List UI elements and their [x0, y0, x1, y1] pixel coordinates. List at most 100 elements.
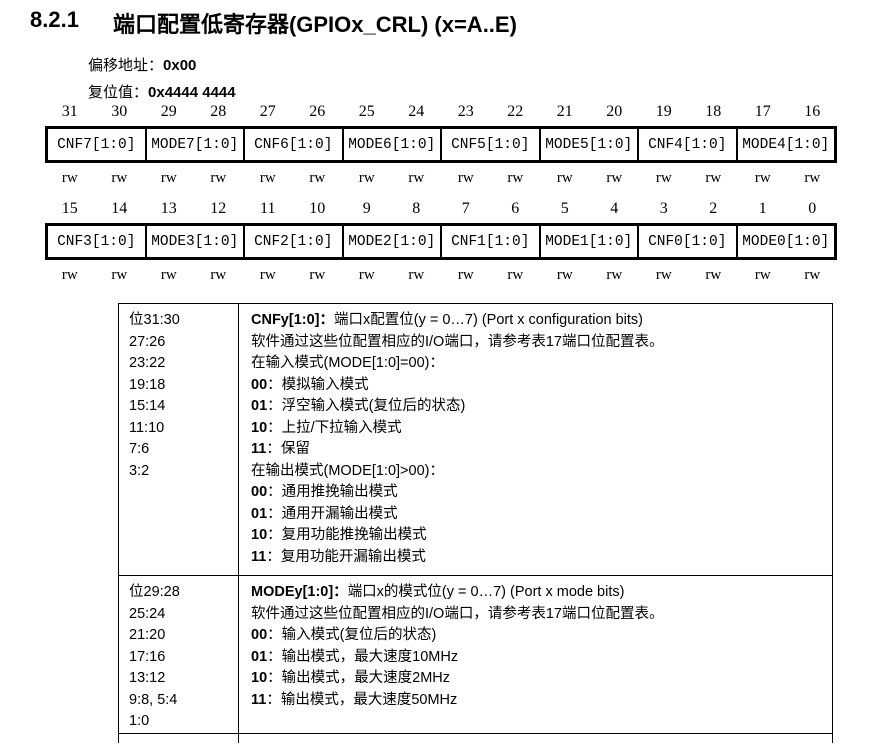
bit-number: 12	[210, 200, 227, 217]
access-label: rw	[804, 170, 821, 186]
access-label: rw	[457, 267, 474, 283]
bit-range-line: 13:12	[129, 670, 166, 686]
field-name: CNFy[1:0]：	[251, 312, 334, 328]
bit-field-cell: CNF0[1:0]	[639, 226, 738, 257]
access-label: rw	[259, 267, 276, 283]
access-label: rw	[606, 170, 623, 186]
field-title-line: MODEy[1:0]：端口x的模式位(y = 0…7) (Port x mode…	[251, 582, 822, 604]
access-label: rw	[111, 267, 128, 283]
bit-description-table: 位31:30 27:26 23:22 19:18 15:14 11:10 7:6…	[118, 303, 833, 743]
bit-number: 25	[358, 103, 375, 120]
bit-number: 4	[610, 200, 619, 217]
bit-number: 11	[260, 200, 276, 217]
bit-number: 13	[160, 200, 177, 217]
description-line: 11：保留	[251, 441, 310, 457]
access-label: rw	[309, 267, 326, 283]
bit-range-line: 1:0	[129, 713, 150, 729]
description-line: 01：输出模式，最大速度10MHz	[251, 648, 459, 665]
bit-number: 3	[659, 200, 668, 217]
description-line: 软件通过这些位配置相应的I/O端口，请参考表17端口位配置表。	[251, 605, 664, 622]
bit-number: 17	[754, 103, 771, 120]
bit-number: 23	[457, 103, 474, 120]
bit-field-cell: MODE4[1:0]	[742, 137, 830, 153]
access-row-high: rw rw rw rw rw rw rw rw rw rw rw rw rw r…	[45, 170, 837, 187]
access-label: rw	[754, 170, 771, 186]
bit-number: 27	[259, 103, 276, 120]
bit-number: 20	[606, 103, 623, 120]
bit-number: 15	[61, 200, 78, 217]
register-bitfield-low: 15 14 13 12 11 10 9 8 7 6 5 4 3 2 1 0 CN…	[45, 200, 837, 284]
access-label: rw	[804, 267, 821, 283]
bit-field-cell: MODE6[1:0]	[344, 129, 442, 160]
description-row-mode: 位29:28 25:24 21:20 17:16 13:12 9:8, 5:4 …	[119, 576, 832, 734]
access-label: rw	[556, 267, 573, 283]
access-label: rw	[705, 267, 722, 283]
bit-number: 30	[111, 103, 128, 120]
bit-field-cell: MODE3[1:0]	[147, 226, 245, 257]
access-label: rw	[160, 267, 177, 283]
access-label: rw	[210, 267, 227, 283]
description-line: 10：输出模式，最大速度2MHz	[251, 670, 451, 686]
access-label: rw	[358, 170, 375, 186]
section-heading: 8.2.1 端口配置低寄存器(GPIOx_CRL) (x=A..E)	[30, 7, 517, 39]
description-line: 00：通用推挽输出模式	[251, 484, 398, 500]
field-title-line: CNFy[1:0]：端口x配置位(y = 0…7) (Port x config…	[251, 310, 822, 332]
field-description: MODEy[1:0]：端口x的模式位(y = 0…7) (Port x mode…	[239, 576, 832, 733]
bit-number: 29	[160, 103, 177, 120]
bit-field-cell: CNF4[1:0]	[639, 129, 738, 160]
description-line: 00：输入模式(复位后的状态)	[251, 627, 437, 643]
register-meta: 偏移地址：0x00 复位值：0x4444 4444	[88, 52, 236, 106]
bit-number: 22	[507, 103, 524, 120]
bit-numbers-row-low: 15 14 13 12 11 10 9 8 7 6 5 4 3 2 1 0	[45, 200, 837, 218]
bit-field-cell: CNF7[1:0]	[48, 129, 147, 160]
bit-field-cells-low: CNF3[1:0] MODE3[1:0] CNF2[1:0] MODE2[1:0…	[45, 223, 837, 260]
description-line: 软件通过这些位配置相应的I/O端口，请参考表17端口位配置表。	[251, 333, 664, 350]
access-label: rw	[754, 267, 771, 283]
bit-number: 21	[556, 103, 573, 120]
bit-range-line: 17:16	[129, 648, 166, 665]
bit-field-cell: MODE2[1:0]	[344, 226, 442, 257]
bit-number: 7	[461, 200, 470, 217]
bit-field-cell: CNF1[1:0]	[442, 226, 541, 257]
offset-address-label: 偏移地址：	[88, 57, 164, 74]
field-description: CNFy[1:0]：端口x配置位(y = 0…7) (Port x config…	[239, 304, 832, 575]
bit-range-line: 7:6	[129, 441, 150, 457]
access-label: rw	[606, 267, 623, 283]
bit-range-line: 23:22	[129, 355, 166, 371]
bit-number: 14	[111, 200, 128, 217]
access-label: rw	[408, 170, 425, 186]
page-title: 端口配置低寄存器(GPIOx_CRL) (x=A..E)	[112, 12, 517, 37]
bit-range-line: 15:14	[129, 398, 166, 414]
bit-field-cell: CNF6[1:0]	[245, 129, 344, 160]
description-line: 10：上拉/下拉输入模式	[251, 419, 402, 436]
bit-field-cell: MODE7[1:0]	[147, 129, 245, 160]
field-title: 端口x的模式位(y = 0…7) (Port x mode bits)	[347, 584, 625, 600]
bit-number: 26	[309, 103, 326, 120]
register-bitfield-high: 31 30 29 28 27 26 25 24 23 22 21 20 19 1…	[45, 103, 837, 187]
field-title: 端口x配置位(y = 0…7) (Port x configuration bi…	[333, 312, 644, 328]
access-label: rw	[507, 170, 524, 186]
access-row-low: rw rw rw rw rw rw rw rw rw rw rw rw rw r…	[45, 267, 837, 284]
bit-field-cell: CNF3[1:0]	[48, 226, 147, 257]
bit-number: 31	[61, 103, 78, 120]
field-name: MODEy[1:0]：	[251, 584, 348, 600]
description-line: 在输入模式(MODE[1:0]=00)：	[251, 355, 444, 371]
bit-field-cell: MODE1[1:0]	[541, 226, 639, 257]
bit-number: 10	[309, 200, 326, 217]
access-label: rw	[61, 267, 78, 283]
bit-field-cell: CNF2[1:0]	[245, 226, 344, 257]
bit-range-line: 位29:28	[129, 584, 180, 600]
bit-field-cell: CNF5[1:0]	[442, 129, 541, 160]
bit-range-line: 3:2	[129, 462, 150, 479]
bit-field-cell: MODE0[1:0]	[742, 234, 830, 250]
bit-range-line: 27:26	[129, 333, 166, 350]
bit-field-cells-high: CNF7[1:0] MODE7[1:0] CNF6[1:0] MODE6[1:0…	[45, 126, 837, 163]
reset-value-line: 复位值：0x4444 4444	[88, 79, 236, 106]
description-line: 01：浮空输入模式(复位后的状态)	[251, 398, 466, 414]
offset-address-line: 偏移地址：0x00	[88, 52, 236, 79]
access-label: rw	[655, 267, 672, 283]
bit-number: 19	[655, 103, 672, 120]
access-label: rw	[705, 170, 722, 186]
bit-number: 8	[412, 200, 421, 217]
description-line: 01：通用开漏输出模式	[251, 505, 398, 522]
